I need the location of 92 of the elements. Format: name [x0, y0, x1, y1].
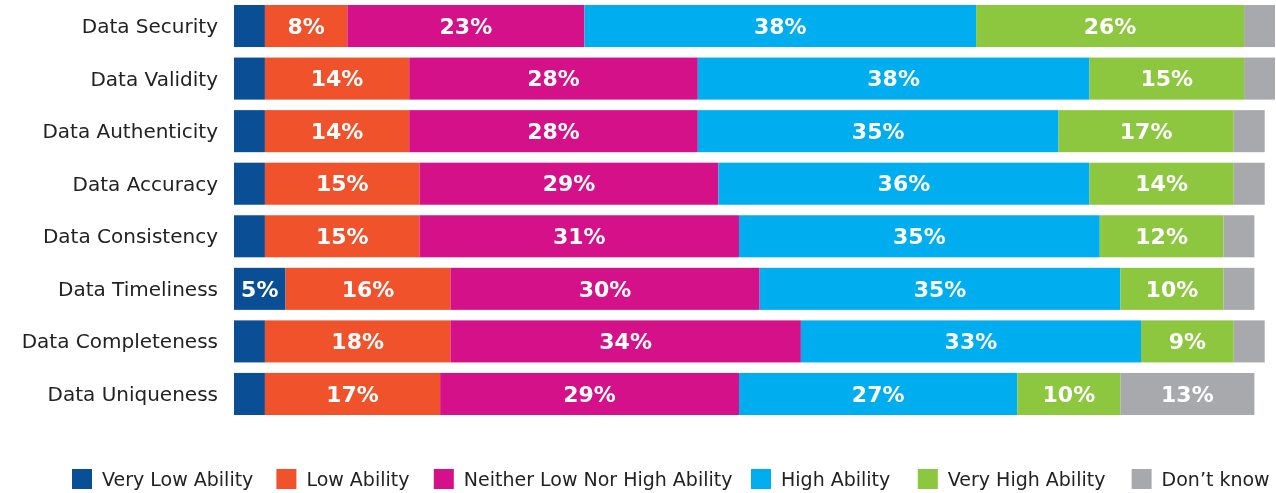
data-label: 16%	[341, 276, 395, 302]
legend-label: Very High Ability	[947, 467, 1106, 490]
bar	[347, 5, 585, 48]
data-label: 14%	[1135, 171, 1188, 197]
data-label: 36%	[877, 171, 931, 197]
bar	[264, 372, 441, 415]
data-label: 14%	[310, 118, 364, 144]
bar	[1099, 215, 1224, 258]
data-label: 31%	[552, 223, 606, 249]
bar	[264, 320, 451, 363]
bar	[264, 215, 420, 258]
data-label: 18%	[331, 329, 385, 355]
bar	[234, 5, 265, 48]
bar	[697, 57, 1090, 100]
data-label: 29%	[542, 171, 596, 197]
bar	[234, 372, 265, 415]
bar	[739, 372, 1018, 415]
bar	[1089, 57, 1245, 100]
bar	[409, 57, 698, 100]
bar	[450, 320, 801, 363]
bar	[1120, 372, 1255, 415]
data-label: 5%	[241, 276, 279, 302]
bar	[1141, 320, 1234, 363]
bar	[264, 162, 420, 205]
bar	[1223, 215, 1255, 258]
data-label: 27%	[851, 381, 905, 407]
data-label: 10%	[1042, 381, 1096, 407]
bar	[976, 5, 1245, 48]
bar	[234, 162, 265, 205]
data-label: 34%	[599, 329, 652, 355]
data-label: 26%	[1083, 13, 1137, 39]
legend-label: Low Ability	[306, 467, 410, 490]
data-label: 15%	[315, 171, 369, 197]
bar	[759, 267, 1121, 310]
data-label: 28%	[527, 66, 580, 92]
legend-label: High Ability	[781, 467, 891, 490]
data-label: 10%	[1145, 276, 1199, 302]
bar	[1244, 5, 1275, 48]
bar	[1233, 110, 1265, 153]
bar	[697, 110, 1059, 153]
data-label: 23%	[439, 13, 493, 39]
y-tick-label: Data Validity	[90, 66, 219, 91]
data-label: 28%	[527, 118, 580, 144]
bar	[1244, 57, 1275, 100]
data-label: 15%	[315, 223, 369, 249]
bar	[1233, 162, 1265, 205]
y-tick-label: Data Authenticity	[42, 119, 219, 144]
bar	[234, 320, 265, 363]
bar	[234, 215, 265, 258]
data-label: 30%	[578, 276, 632, 302]
data-label: 35%	[893, 223, 946, 249]
data-label: 35%	[913, 276, 967, 302]
data-label: 29%	[563, 381, 616, 407]
bar	[584, 5, 977, 48]
data-label: 38%	[753, 13, 807, 39]
y-tick-label: Data Accuracy	[72, 171, 219, 196]
data-label: 33%	[944, 329, 998, 355]
bar	[264, 110, 410, 153]
bar	[1223, 267, 1255, 310]
bar	[234, 57, 265, 100]
bar	[1058, 110, 1234, 153]
bar	[450, 267, 760, 310]
bar	[440, 372, 740, 415]
data-label: 13%	[1161, 381, 1214, 407]
legend-label: Neither Low Nor High Ability	[463, 467, 733, 490]
bar	[409, 110, 698, 153]
y-tick-label: Data Consistency	[42, 224, 219, 249]
bar	[419, 162, 719, 205]
data-label: 14%	[310, 66, 364, 92]
legend-label: Very Low Ability	[102, 467, 254, 490]
bar	[1089, 162, 1234, 205]
data-label: 8%	[287, 13, 325, 39]
data-label: 35%	[851, 118, 905, 144]
bar	[718, 162, 1090, 205]
y-tick-label: Data Completeness	[21, 329, 218, 354]
data-label: 38%	[867, 66, 920, 92]
data-label: 17%	[326, 381, 379, 407]
data-label: 15%	[1140, 66, 1194, 92]
data-label: 9%	[1168, 329, 1207, 355]
bar	[419, 215, 740, 258]
bar	[264, 57, 410, 100]
bar	[800, 320, 1142, 363]
legend-label: Don’t know	[1161, 467, 1270, 490]
bar	[1233, 320, 1265, 363]
bar	[234, 110, 265, 153]
y-tick-label: Data Uniqueness	[47, 381, 218, 406]
data-label: 17%	[1119, 118, 1173, 144]
bar	[285, 267, 451, 310]
y-tick-label: Data Timeliness	[58, 276, 218, 301]
y-tick-label: Data Security	[81, 14, 219, 39]
data-label: 12%	[1135, 223, 1188, 249]
bar	[739, 215, 1100, 258]
